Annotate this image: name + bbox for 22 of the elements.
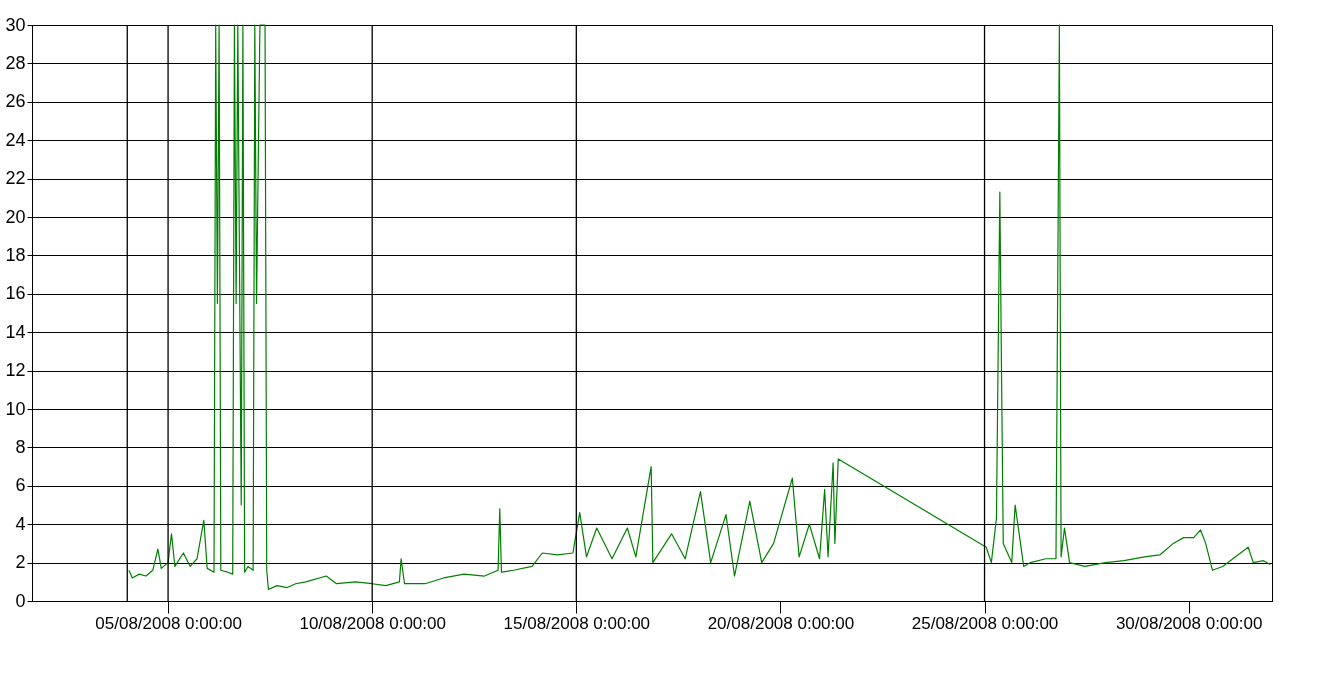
y-tick-label: 16 xyxy=(5,283,26,304)
y-tick-label: 18 xyxy=(5,244,26,265)
x-tick-label: 30/08/2008 0:00:00 xyxy=(1115,613,1263,633)
y-tick-label: 2 xyxy=(15,552,26,573)
y-tick-label: 24 xyxy=(5,129,26,150)
y-tick-label: 22 xyxy=(5,168,26,189)
y-tick-label: 6 xyxy=(15,475,26,496)
x-tick-label: 25/08/2008 0:00:00 xyxy=(911,613,1059,633)
y-tick-label: 28 xyxy=(5,52,26,73)
x-tick-label: 15/08/2008 0:00:00 xyxy=(503,613,651,633)
y-tick-label: 14 xyxy=(5,321,26,342)
y-tick-label: 10 xyxy=(5,398,26,419)
y-tick-label: 20 xyxy=(5,206,26,227)
x-tick-label: 05/08/2008 0:00:00 xyxy=(95,613,242,633)
y-tick-label: 0 xyxy=(15,590,26,611)
y-tick-label: 4 xyxy=(15,513,26,534)
x-tick-label: 10/08/2008 0:00:00 xyxy=(299,613,446,633)
y-tick-label: 8 xyxy=(15,436,26,457)
y-tick-label: 12 xyxy=(5,360,26,381)
y-tick-label: 30 xyxy=(5,14,26,35)
x-tick-label: 20/08/2008 0:00:00 xyxy=(707,613,855,633)
y-tick-label: 26 xyxy=(5,91,26,112)
